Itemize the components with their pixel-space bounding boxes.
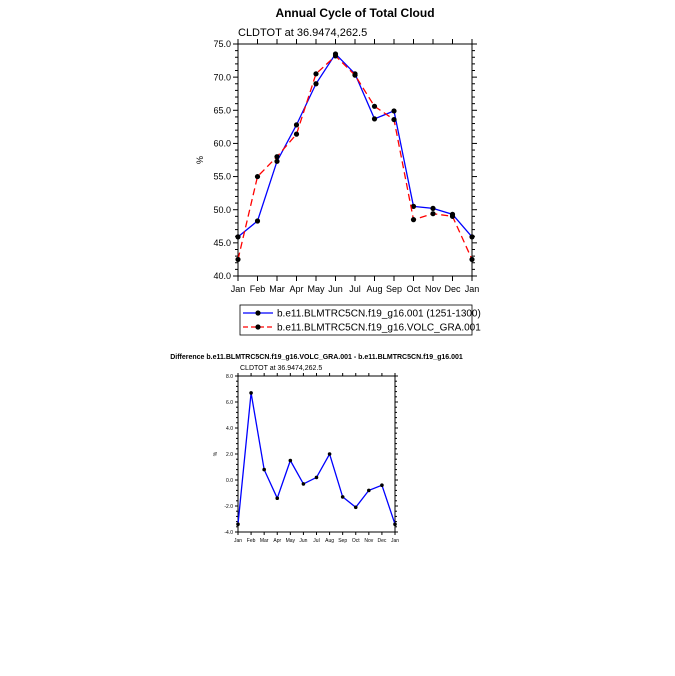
chart-subtitle: CLDTOT at 36.9474,262.5 bbox=[238, 27, 367, 39]
data-point-series-2 bbox=[332, 53, 339, 59]
data-point-series-2 bbox=[235, 256, 241, 263]
x-tick-label: Jan bbox=[234, 538, 242, 544]
data-point-series-1 bbox=[367, 488, 371, 493]
x-tick-label: Aug bbox=[325, 538, 334, 544]
data-point-series-1 bbox=[288, 458, 293, 463]
y-tick-label: 2.0 bbox=[226, 452, 233, 458]
data-point-series-1 bbox=[235, 234, 241, 240]
x-tick-label: Oct bbox=[352, 538, 360, 544]
y-axis-label: % bbox=[213, 451, 219, 456]
data-point-series-2 bbox=[293, 131, 300, 137]
data-point-series-1 bbox=[275, 496, 280, 501]
x-tick-label: Feb bbox=[250, 284, 266, 294]
y-tick-label: 50.0 bbox=[213, 205, 231, 215]
data-point-series-1 bbox=[393, 522, 397, 526]
y-tick-label: 4.0 bbox=[226, 426, 233, 432]
x-tick-label: Jun bbox=[299, 538, 307, 544]
data-point-series-2 bbox=[391, 116, 397, 123]
x-tick-label: Jan bbox=[231, 284, 246, 294]
y-tick-label: -2.0 bbox=[224, 504, 233, 510]
x-tick-label: Dec bbox=[377, 538, 386, 544]
data-point-series-1 bbox=[469, 234, 475, 240]
chart-title: Annual Cycle of Total Cloud bbox=[275, 6, 434, 20]
x-tick-label: Mar bbox=[260, 538, 269, 544]
data-point-series-1 bbox=[380, 483, 384, 488]
annual-cycle-chart: Annual Cycle of Total Cloud CLDTOT at 36.… bbox=[195, 6, 481, 336]
series-line-1 bbox=[237, 392, 396, 525]
series-line-1 bbox=[237, 52, 473, 238]
data-point-series-2 bbox=[449, 213, 456, 219]
data-point-series-1 bbox=[249, 391, 253, 395]
x-tick-label: Feb bbox=[247, 538, 256, 544]
chart-title: Difference b.e11.BLMTRC5CN.f19_g16.VOLC_… bbox=[170, 354, 463, 361]
data-point-series-2 bbox=[274, 154, 280, 160]
data-point-series-1 bbox=[353, 505, 358, 510]
x-tick-label: Oct bbox=[406, 284, 421, 294]
y-tick-label: -4.0 bbox=[224, 530, 233, 536]
x-tick-label: Mar bbox=[269, 284, 285, 294]
data-point-series-1 bbox=[254, 218, 261, 224]
legend-marker-1 bbox=[255, 310, 261, 316]
data-point-series-1 bbox=[313, 81, 319, 87]
x-tick-label: Nov bbox=[425, 284, 442, 294]
data-point-series-1 bbox=[327, 452, 332, 456]
data-point-series-1 bbox=[236, 522, 240, 526]
y-tick-label: 55.0 bbox=[213, 172, 231, 182]
x-tick-label: Sep bbox=[386, 284, 402, 294]
y-tick-label: 40.0 bbox=[213, 271, 231, 281]
x-tick-label: May bbox=[286, 538, 296, 544]
data-point-series-1 bbox=[293, 122, 300, 128]
data-point-series-2 bbox=[371, 103, 378, 109]
data-point-series-1 bbox=[371, 116, 378, 122]
data-point-series-2 bbox=[410, 217, 417, 223]
data-point-series-2 bbox=[352, 72, 358, 78]
y-tick-label: 0.0 bbox=[226, 478, 233, 484]
x-tick-label: Apr bbox=[273, 538, 281, 544]
data-point-series-2 bbox=[430, 211, 436, 217]
data-point-series-1 bbox=[391, 108, 397, 114]
series-line-2 bbox=[237, 55, 473, 260]
legend-label-1: b.e11.BLMTRC5CN.f19_g16.001 (1251-1300) bbox=[277, 309, 481, 320]
x-tick-label: Jan bbox=[465, 284, 480, 294]
plot-frame bbox=[237, 43, 473, 277]
x-tick-label: Jul bbox=[313, 538, 319, 544]
data-point-series-1 bbox=[410, 203, 417, 209]
y-tick-label: 75.0 bbox=[213, 39, 231, 49]
x-tick-label: Nov bbox=[364, 538, 373, 544]
x-tick-label: Apr bbox=[289, 284, 303, 294]
data-point-series-2 bbox=[313, 71, 319, 77]
x-tick-label: Jun bbox=[328, 284, 343, 294]
chart-subtitle: CLDTOT at 36.9474,262.5 bbox=[240, 365, 322, 372]
y-tick-label: 8.0 bbox=[226, 374, 233, 380]
data-point-series-2 bbox=[469, 256, 475, 263]
x-tick-label: May bbox=[307, 284, 325, 294]
difference-chart: Difference b.e11.BLMTRC5CN.f19_g16.VOLC_… bbox=[170, 354, 463, 544]
x-tick-label: Jul bbox=[349, 284, 361, 294]
y-tick-label: 6.0 bbox=[226, 400, 233, 406]
x-tick-label: Dec bbox=[444, 284, 461, 294]
y-tick-label: 65.0 bbox=[213, 105, 231, 115]
x-tick-label: Aug bbox=[366, 284, 382, 294]
legend: b.e11.BLMTRC5CN.f19_g16.001 (1251-1300) b… bbox=[239, 304, 481, 336]
y-axis-label: % bbox=[195, 156, 205, 164]
y-tick-label: 45.0 bbox=[213, 238, 231, 248]
legend-box bbox=[239, 304, 473, 336]
legend-label-2: b.e11.BLMTRC5CN.f19_g16.VOLC_GRA.001 bbox=[277, 323, 481, 334]
data-point-series-2 bbox=[254, 173, 261, 180]
y-tick-label: 60.0 bbox=[213, 139, 231, 149]
data-point-series-1 bbox=[301, 482, 306, 486]
x-tick-label: Jan bbox=[391, 538, 399, 544]
x-tick-label: Sep bbox=[338, 538, 347, 544]
y-tick-label: 70.0 bbox=[213, 72, 231, 82]
data-point-series-1 bbox=[340, 495, 345, 499]
legend-marker-2 bbox=[255, 324, 261, 330]
data-point-series-1 bbox=[430, 205, 436, 211]
data-point-series-1 bbox=[274, 158, 280, 164]
data-point-series-1 bbox=[314, 475, 319, 480]
data-point-series-1 bbox=[262, 467, 266, 472]
